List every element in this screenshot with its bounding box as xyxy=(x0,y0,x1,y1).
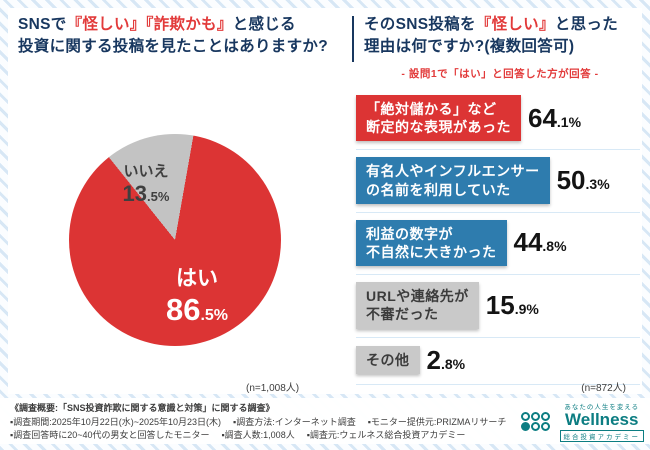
logo-subtitle: 総合投資アカデミー xyxy=(559,429,644,442)
question1-title-line2: 投資に関する投稿を見たことはありますか? xyxy=(18,38,328,56)
title-divider xyxy=(352,16,354,62)
wellness-logo-text: あなたの人生を変える Wellness 総合投資アカデミー xyxy=(559,401,644,442)
survey-monitor-provider: ▪モニター提供元:PRIZMAリサーチ xyxy=(367,416,507,427)
title-highlight: 『怪しい』 xyxy=(475,16,555,33)
title-text: そのSNS投稿を xyxy=(364,16,476,33)
question1-title-line1: SNSで『怪しい』『詐欺かも』と感じる xyxy=(18,14,348,36)
question1-title: SNSで『怪しい』『詐欺かも』と感じる 投資に関する投稿を見たことはありますか? xyxy=(18,14,348,59)
question2-title-line1: そのSNS投稿を『怪しい』と思った xyxy=(364,14,636,36)
bar-value: 15.9% xyxy=(485,289,539,320)
main-panel: SNSで『怪しい』『詐欺かも』と感じる 投資に関する投稿を見たことはありますか?… xyxy=(8,8,642,394)
pie-slice-label: いいえ xyxy=(123,163,169,180)
question2-title-line2: 理由は何ですか?(複数回答可) xyxy=(364,38,575,56)
title-highlight: 『怪しい』『詐欺かも』 xyxy=(66,16,233,33)
sample-size-q2: (n=872人) xyxy=(581,383,626,394)
bar-row: 利益の数字が 不自然に大きかった 44.8% xyxy=(356,213,640,276)
survey-period: ▪調査期間:2025年10月22日(水)~2025年10月23日(木) xyxy=(10,416,222,427)
bar-row: URLや連絡先が 不審だった 15.9% xyxy=(356,275,640,338)
pie-slice-label: はい xyxy=(176,267,218,290)
bar-label: 「絶対儲かる」など 断定的な表現があった xyxy=(356,95,521,142)
wellness-logo: あなたの人生を変える Wellness 総合投資アカデミー xyxy=(517,401,644,442)
survey-footer: 《調査概要:「SNS投資詐欺に関する意識と対策」に関する調査》 ▪調査期間:20… xyxy=(0,398,650,444)
pie-slice-value: 13.5% xyxy=(122,181,170,206)
pie-label-no: いいえ 13.5% xyxy=(109,160,183,207)
sample-size-q1: (n=1,008人) xyxy=(246,383,300,394)
logo-tagline: あなたの人生を変える xyxy=(564,404,640,411)
bar-label: 有名人やインフルエンサー の名前を利用していた xyxy=(356,157,550,204)
question2-note: - 設問1で「はい」と回答した方が回答 - xyxy=(401,68,599,80)
bar-value: 50.3% xyxy=(556,165,610,196)
bar-row: 「絶対儲かる」など 断定的な表現があった 64.1% xyxy=(356,88,640,151)
title-text: と感じる xyxy=(232,16,296,33)
survey-count: ▪調査人数:1,008人 xyxy=(221,430,295,440)
title-text: と思った xyxy=(554,16,618,33)
bar-row: 有名人やインフルエンサー の名前を利用していた 50.3% xyxy=(356,150,640,213)
survey-details-line2: ▪調査回答時に20~40代の男女と回答したモニター ▪調査人数:1,008人 ▪調査… xyxy=(10,429,510,443)
wellness-logo-rings-icon xyxy=(517,411,555,431)
title-text: SNSで xyxy=(18,16,67,33)
bar-label: 利益の数字が 不自然に大きかった xyxy=(356,219,507,267)
bar-value: 2.8% xyxy=(426,344,466,375)
pie-label-yes: はい 86.5% xyxy=(149,262,245,328)
survey-respondents: ▪調査回答時に20~40代の男女と回答したモニター xyxy=(10,430,210,440)
survey-details-line1: ▪調査期間:2025年10月22日(水)~2025年10月23日(木) ▪調査方法… xyxy=(10,416,510,430)
survey-overview: 《調査概要:「SNS投資詐欺に関する意識と対策」に関する調査》 xyxy=(10,403,275,413)
bar-value: 64.1% xyxy=(528,102,582,133)
question2-title: そのSNS投稿を『怪しい』と思った 理由は何ですか?(複数回答可) xyxy=(364,14,636,59)
bar-label: URLや連絡先が 不審だった xyxy=(356,282,479,329)
bar-chart: 「絶対儲かる」など 断定的な表現があった 64.1% 有名人やインフルエンサー の名… xyxy=(356,88,640,385)
bar-row: その他 2.8% xyxy=(356,338,640,385)
pie-chart: いいえ 13.5% はい 86.5% xyxy=(69,134,281,346)
survey-method: ▪調査方法:インターネット調査 xyxy=(233,416,356,427)
bar-label: その他 xyxy=(356,345,420,375)
logo-brand: Wellness xyxy=(565,410,639,429)
survey-source: ▪調査元:ウェルネス総合投資アカデミー xyxy=(306,430,466,440)
pie-slice-value: 86.5% xyxy=(165,292,229,327)
pie-circle xyxy=(69,134,281,346)
bar-value: 44.8% xyxy=(513,227,567,258)
